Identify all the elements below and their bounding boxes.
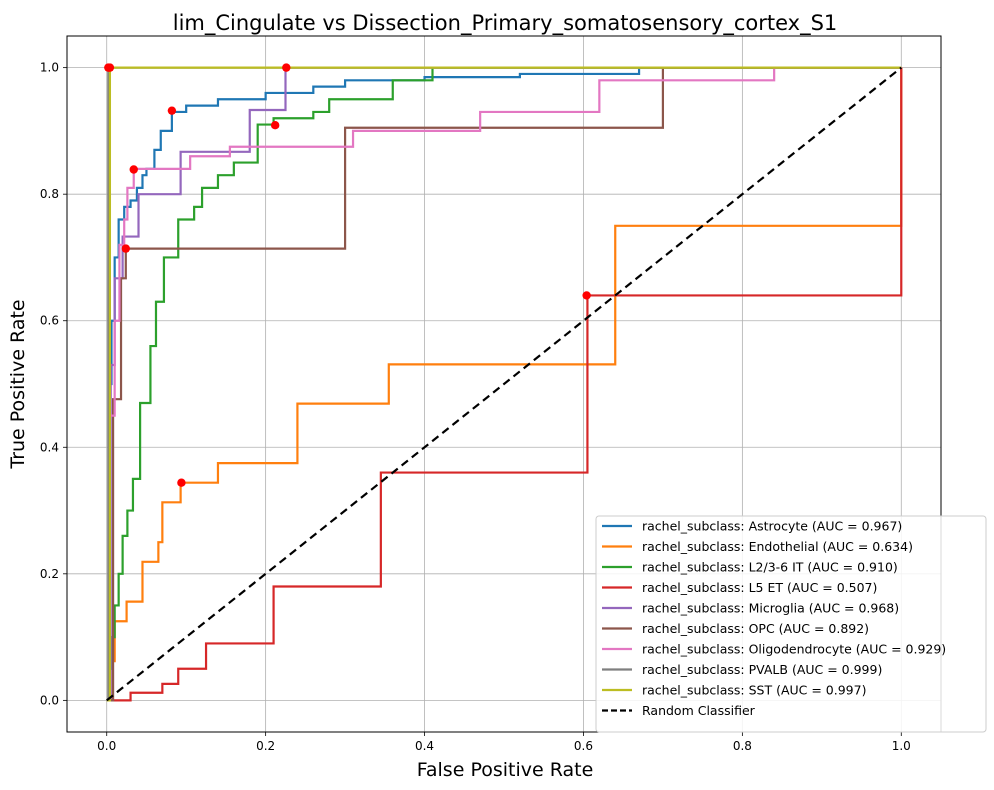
optimal-threshold-point <box>105 63 115 72</box>
axis-ticks: 0.0 0.2 0.4 0.6 0.8 1.0 0.0 0.2 0.4 0.6 0.8 1.0 <box>40 61 911 753</box>
optimal-threshold-point <box>167 106 177 115</box>
x-tick-label: 0.4 <box>415 739 434 753</box>
random-classifier-line <box>106 66 902 702</box>
plot-area <box>104 63 903 702</box>
legend: rachel_subclass: Astrocyte (AUC = 0.967)… <box>595 515 987 733</box>
y-tick-label: 0.2 <box>40 567 59 581</box>
legend-box <box>595 515 987 733</box>
legend-entry-opc-label: rachel_subclass: OPC (AUC = 0.892) <box>642 621 869 636</box>
x-tick-label: 0.6 <box>574 739 593 753</box>
legend-entry-astrocyte-label: rachel_subclass: Astrocyte (AUC = 0.967) <box>642 519 902 534</box>
legend-entry-pvalb-label: rachel_subclass: PVALB (AUC = 0.999) <box>642 662 882 677</box>
optimal-threshold-point <box>270 121 280 130</box>
optimal-threshold-point <box>177 478 186 487</box>
legend-entry-oligodendrocyte-label: rachel_subclass: Oligodendrocyte (AUC = … <box>642 642 946 657</box>
grid-lines <box>67 36 941 732</box>
optimal-threshold-point <box>582 291 591 300</box>
optimal-threshold-point <box>129 165 138 174</box>
y-tick-label: 0.8 <box>40 187 59 201</box>
x-tick-label: 1.0 <box>892 739 911 753</box>
y-tick-label: 0.0 <box>40 693 59 707</box>
y-tick-label: 0.6 <box>40 314 59 328</box>
roc-curve-microglia <box>106 66 902 702</box>
optimal-threshold-point <box>121 244 130 253</box>
roc-curve-opc <box>106 66 902 702</box>
roc-curve-l2-3-6-it <box>106 66 902 702</box>
legend-entry-endothelial-label: rachel_subclass: Endothelial (AUC = 0.63… <box>642 539 913 554</box>
plot-frame <box>66 35 942 733</box>
x-tick-label: 0.2 <box>256 739 275 753</box>
chart-title: lim_Cingulate vs Dissection_Primary_soma… <box>173 11 838 36</box>
roc-curve-l5-et <box>106 67 903 702</box>
x-tick-label: 0.8 <box>733 739 752 753</box>
x-tick-label: 0.0 <box>97 739 116 753</box>
optimal-threshold-point <box>282 63 291 72</box>
y-tick-label: 0.4 <box>40 440 59 454</box>
legend-entry-l2-3-6-it-label: rachel_subclass: L2/3-6 IT (AUC = 0.910) <box>642 560 898 575</box>
y-tick-label: 1.0 <box>40 61 59 75</box>
roc-curve-astrocyte <box>106 66 902 702</box>
roc-curve-oligodendrocyte <box>106 66 902 702</box>
y-axis-label: True Positive Rate <box>7 299 29 469</box>
x-axis-label: False Positive Rate <box>417 759 594 781</box>
legend-entry-l5-et-label: rachel_subclass: L5 ET (AUC = 0.507) <box>642 580 877 595</box>
legend-entry-random-classifier-label: Random Classifier <box>642 703 756 718</box>
legend-entry-sst-label: rachel_subclass: SST (AUC = 0.997) <box>642 683 866 698</box>
legend-entry-microglia-label: rachel_subclass: Microglia (AUC = 0.968) <box>642 601 899 616</box>
